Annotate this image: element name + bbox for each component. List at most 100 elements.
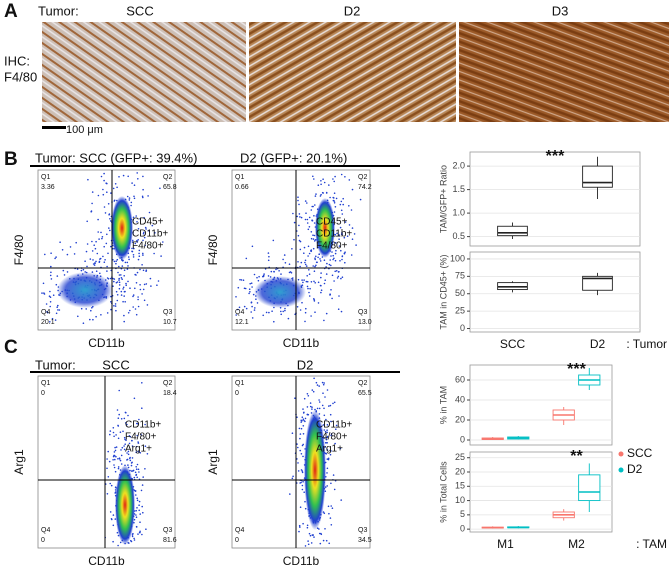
event-dot <box>328 184 330 186</box>
event-dot <box>107 278 110 280</box>
y-tick-label: 100 <box>450 253 465 263</box>
event-dot <box>298 239 301 242</box>
event-dot <box>151 224 154 227</box>
gate-label: CD45+ <box>132 217 164 228</box>
event-dot <box>160 255 162 257</box>
event-dot <box>319 260 322 262</box>
event-dot <box>300 216 303 219</box>
x-tick-label: M2 <box>568 537 585 551</box>
event-dot <box>62 269 65 272</box>
event-dot <box>126 459 128 461</box>
y-axis-label: F4/80 <box>206 234 220 265</box>
y-axis-label: % in Total Cells <box>438 461 448 523</box>
event-dot <box>114 303 117 305</box>
event-dot <box>136 422 138 425</box>
event-dot <box>127 312 130 314</box>
significance: *** <box>567 361 586 378</box>
quadrant-value: 0 <box>235 537 239 544</box>
event-dot <box>291 477 294 480</box>
event-dot <box>118 457 121 460</box>
event-dot <box>318 253 321 255</box>
event-dot <box>299 265 301 268</box>
event-dot <box>326 449 329 451</box>
event-dot <box>310 250 313 253</box>
event-dot <box>306 275 309 277</box>
event-dot <box>103 179 105 182</box>
event-dot <box>331 251 333 253</box>
event-dot <box>132 469 135 472</box>
event-dot <box>99 272 101 275</box>
event-dot <box>61 249 64 251</box>
event-dot <box>117 458 119 460</box>
event-dot <box>133 537 135 540</box>
event-dot <box>137 298 139 301</box>
event-dot <box>128 258 130 261</box>
event-dot <box>129 287 131 290</box>
event-dot <box>333 488 336 491</box>
event-dot <box>331 507 334 510</box>
y-tick-label: 2.0 <box>452 160 465 170</box>
event-dot <box>301 416 304 419</box>
event-dot <box>267 275 270 277</box>
event-dot <box>142 175 144 178</box>
event-dot <box>341 276 344 279</box>
event-dot <box>93 244 95 246</box>
event-dot <box>326 472 328 474</box>
event-dot <box>115 290 118 293</box>
event-dot <box>117 425 120 427</box>
event-dot <box>301 470 304 472</box>
event-dot <box>301 301 303 304</box>
event-dot <box>142 239 144 242</box>
event-dot <box>55 256 57 258</box>
event-dot <box>333 192 336 194</box>
event-dot <box>299 449 302 452</box>
event-dot <box>297 462 299 464</box>
event-dot <box>144 226 147 229</box>
event-dot <box>326 431 329 434</box>
event-dot <box>301 471 304 474</box>
event-dot <box>112 187 115 190</box>
event-dot <box>335 197 338 200</box>
event-dot <box>341 213 344 215</box>
event-dot <box>119 459 122 462</box>
event-dot <box>136 271 139 274</box>
event-dot <box>343 236 346 239</box>
event-dot <box>327 505 330 508</box>
event-dot <box>307 228 310 231</box>
event-dot <box>110 245 112 248</box>
event-dot <box>263 273 265 275</box>
y-axis-label: % in TAM <box>438 386 448 424</box>
event-dot <box>136 499 139 502</box>
event-dot <box>344 221 347 223</box>
event-dot <box>283 254 286 256</box>
event-dot <box>313 377 315 380</box>
event-dot <box>126 268 129 270</box>
event-dot <box>130 204 132 207</box>
event-dot <box>90 309 92 312</box>
event-dot <box>326 424 329 426</box>
scale-label: 100 μm <box>66 124 103 136</box>
quadrant-value: 0 <box>235 390 239 397</box>
event-dot <box>334 175 336 178</box>
event-dot <box>314 408 316 411</box>
event-dot <box>280 273 282 275</box>
event-dot <box>137 305 140 308</box>
event-dot <box>329 293 331 296</box>
event-dot <box>327 457 330 460</box>
event-dot <box>335 270 338 272</box>
event-dot <box>119 541 122 544</box>
event-dot <box>48 295 51 298</box>
event-dot <box>252 293 255 296</box>
event-dot <box>304 311 307 314</box>
event-dot <box>122 300 124 303</box>
event-dot <box>298 213 301 215</box>
event-dot <box>278 270 280 272</box>
gate-label: CD11b+ <box>316 229 352 240</box>
event-dot <box>256 302 259 304</box>
ihc-image <box>459 22 669 122</box>
event-dot <box>313 299 316 301</box>
event-dot <box>97 231 99 233</box>
event-dot <box>322 539 325 542</box>
event-dot <box>235 296 237 298</box>
x-axis-label: CD11b <box>88 336 125 350</box>
